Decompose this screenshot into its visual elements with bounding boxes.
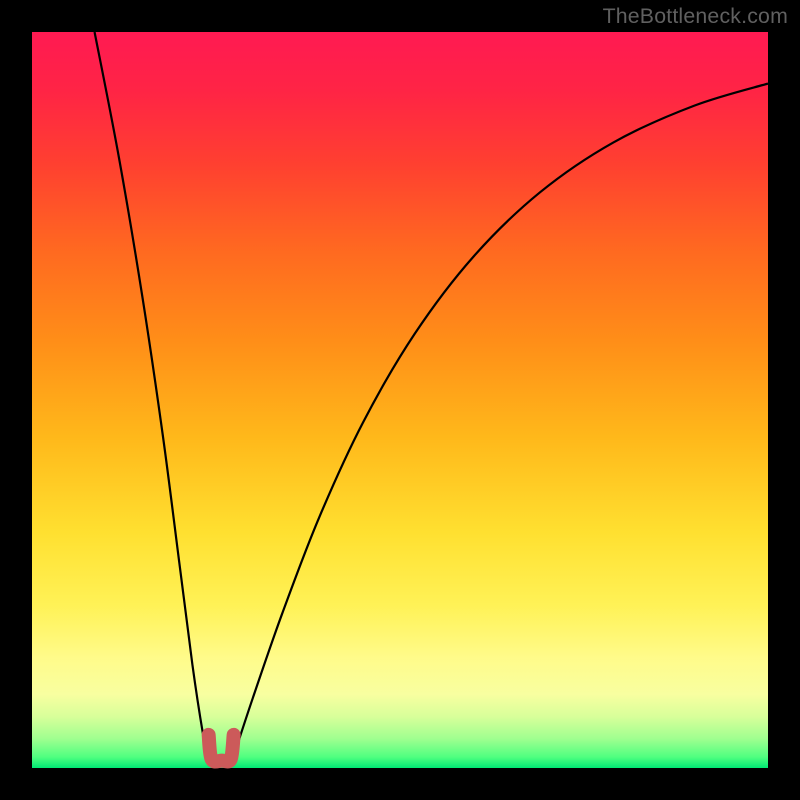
plot-background [32, 32, 768, 768]
chart-svg [0, 0, 800, 800]
chart-frame: TheBottleneck.com [0, 0, 800, 800]
watermark-text: TheBottleneck.com [603, 4, 788, 29]
